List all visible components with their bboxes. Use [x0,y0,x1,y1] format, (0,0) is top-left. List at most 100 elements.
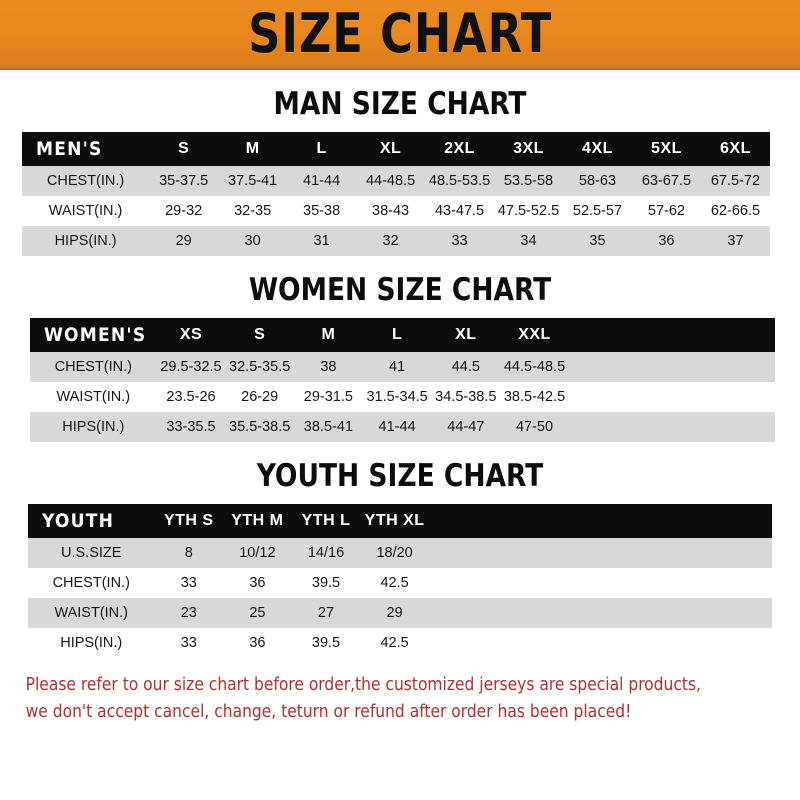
cell-youth-2-3: 29 [360,598,429,628]
cell-man-2-3: 32 [356,226,426,256]
size-table-youth: YOUTH YTH S YTH M YTH L YTH XL U.S.SIZE 8 10/12… [28,504,772,658]
row-filler [428,568,772,598]
section-title-youth: YOUTH SIZE CHART [256,458,544,494]
row-filler [428,628,772,658]
column-header-man-6: 4XL [562,132,632,166]
table-row: WAIST(IN.) 23.5-26 26-29 29-31.5 31.5-34.5 34… [30,382,775,412]
row-filler [428,598,772,628]
cell-man-0-1: 37.5-41 [218,166,288,196]
row-filler [568,352,775,382]
cell-man-2-0: 29 [149,226,219,256]
cell-women-2-4: 44-47 [431,412,501,442]
cell-youth-1-1: 36 [223,568,292,598]
header-filler [568,318,775,352]
cell-man-0-0: 35-37.5 [149,166,219,196]
table-header-row: WOMEN'S XS S M L XL XXL [30,318,775,352]
cell-women-2-1: 35.5-38.5 [225,412,295,442]
cell-man-1-7: 57-62 [631,196,701,226]
cell-women-1-4: 34.5-38.5 [431,382,501,412]
table-row: WAIST(IN.) 29-32 32-35 35-38 38-43 43-47.5 47.… [22,196,770,226]
cell-women-0-0: 29.5-32.5 [156,352,226,382]
column-header-man-4: 2XL [425,132,495,166]
cell-man-0-8: 67.5-72 [700,166,770,196]
row-label-youth-1: CHEST(IN.) [28,568,155,598]
row-label-youth-3: HIPS(IN.) [28,628,155,658]
size-table-women: WOMEN'S XS S M L XL XXL CHEST(IN.) 29.5-32.5 32.5… [30,318,775,442]
cell-man-2-7: 36 [631,226,701,256]
column-header-women-2: M [294,318,363,352]
row-filler [568,412,775,442]
cell-man-2-8: 37 [700,226,770,256]
table-row: CHEST(IN.) 29.5-32.5 32.5-35.5 38 41 44.5 44.5… [30,352,775,382]
cell-man-0-2: 41-44 [287,166,357,196]
column-header-youth-3: YTH XL [360,504,429,538]
cell-women-1-5: 38.5-42.5 [500,382,569,412]
row-label-women-1: WAIST(IN.) [30,382,157,412]
table-header-row: MEN'S S M L XL 2XL 3XL 4XL 5XL 6XL [22,132,770,166]
cell-man-2-2: 31 [287,226,357,256]
cell-youth-3-1: 36 [223,628,292,658]
table-row: CHEST(IN.) 35-37.5 37.5-41 41-44 44-48.5 48.5… [22,166,770,196]
cell-man-1-0: 29-32 [149,196,219,226]
cell-youth-3-0: 33 [154,628,224,658]
table-wrapper-women: WOMEN'S XS S M L XL XXL CHEST(IN.) 29.5-32.5 32.5… [30,318,775,442]
column-header-man-7: 5XL [631,132,701,166]
cell-women-1-0: 23.5-26 [156,382,226,412]
cell-youth-0-2: 14/16 [291,538,361,568]
page-title: SIZE CHART [247,2,552,65]
row-label-man-2: HIPS(IN.) [22,226,150,256]
column-header-youth-2: YTH L [291,504,361,538]
cell-man-1-4: 43-47.5 [425,196,495,226]
table-corner-label: MEN'S [22,132,150,166]
table-row: HIPS(IN.) 33 36 39.5 42.5 [28,628,772,658]
cell-women-1-1: 26-29 [225,382,295,412]
section-title-man: MAN SIZE CHART [273,86,527,122]
cell-man-1-8: 62-66.5 [700,196,770,226]
cell-youth-2-0: 23 [154,598,224,628]
cell-man-2-1: 30 [218,226,288,256]
row-label-man-0: CHEST(IN.) [22,166,150,196]
row-label-youth-2: WAIST(IN.) [28,598,155,628]
cell-man-2-5: 34 [494,226,563,256]
section-man: MAN SIZE CHART MEN'S S M L XL 2XL 3XL 4XL 5XL 6XL… [0,86,800,256]
table-row: U.S.SIZE 8 10/12 14/16 18/20 [28,538,772,568]
cell-women-2-5: 47-50 [500,412,569,442]
cell-women-0-1: 32.5-35.5 [225,352,295,382]
footer-line-2: we don't accept cancel, change, teturn o… [25,702,632,723]
cell-man-1-6: 52.5-57 [562,196,632,226]
column-header-youth-1: YTH M [223,504,292,538]
cell-women-1-3: 31.5-34.5 [362,382,432,412]
cell-youth-2-1: 25 [223,598,292,628]
cell-youth-3-2: 39.5 [291,628,361,658]
cell-man-0-7: 63-67.5 [631,166,701,196]
column-header-man-2: L [287,132,357,166]
column-header-man-3: XL [356,132,426,166]
table-row: HIPS(IN.) 29 30 31 32 33 34 35 36 37 [22,226,770,256]
cell-man-1-1: 32-35 [218,196,288,226]
banner: SIZE CHART [0,0,800,70]
column-header-women-1: S [225,318,295,352]
header-filler [428,504,772,538]
cell-youth-2-2: 27 [291,598,361,628]
section-title-women: WOMEN SIZE CHART [248,272,552,308]
table-wrapper-youth: YOUTH YTH S YTH M YTH L YTH XL U.S.SIZE 8 10/12… [28,504,772,658]
footer-disclaimer: Please refer to our size chart before or… [0,672,788,726]
size-table-man: MEN'S S M L XL 2XL 3XL 4XL 5XL 6XL CHEST(IN.) 35-37… [22,132,770,256]
cell-women-2-3: 41-44 [362,412,432,442]
cell-man-1-2: 35-38 [287,196,357,226]
section-women: WOMEN SIZE CHART WOMEN'S XS S M L XL XXL CHEST(… [0,272,800,442]
table-corner-label: YOUTH [28,504,155,538]
column-header-women-3: L [362,318,432,352]
cell-women-1-2: 29-31.5 [294,382,363,412]
cell-man-0-4: 48.5-53.5 [425,166,495,196]
row-filler [428,538,772,568]
cell-women-0-2: 38 [294,352,363,382]
cell-youth-1-0: 33 [154,568,224,598]
cell-man-0-5: 53.5-58 [494,166,563,196]
cell-women-2-2: 38.5-41 [294,412,363,442]
cell-man-1-3: 38-43 [356,196,426,226]
cell-women-0-4: 44.5 [431,352,501,382]
row-label-women-0: CHEST(IN.) [30,352,157,382]
cell-youth-0-0: 8 [154,538,224,568]
cell-youth-0-1: 10/12 [223,538,292,568]
